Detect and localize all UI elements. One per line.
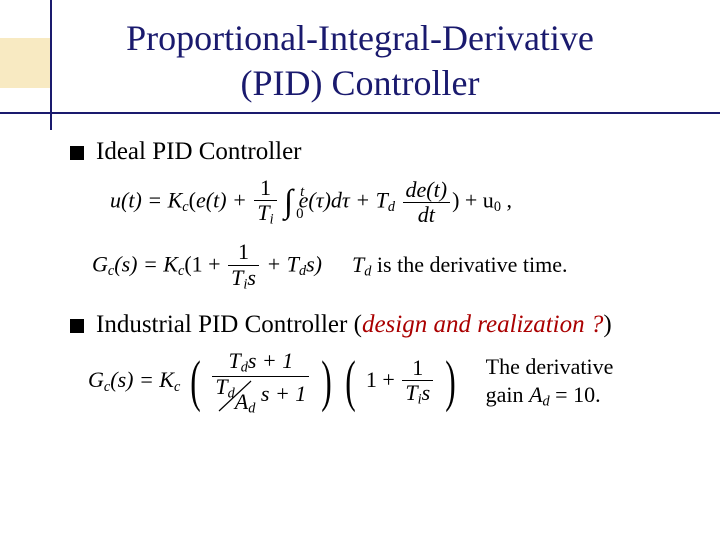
- eq-big-frac: Tds + 1 Td Ad s + 1: [212, 349, 309, 415]
- eq-sub: d: [388, 199, 395, 215]
- eq-part: (: [189, 187, 196, 212]
- eq-part: T: [257, 200, 269, 225]
- note-text: is the derivative time.: [371, 252, 567, 277]
- eq-part: s + 1: [248, 348, 293, 373]
- eq-part: u(t) = K: [110, 187, 182, 212]
- eq-den: Tis: [402, 381, 433, 408]
- content-area: Ideal PID Controller u(t) = Kc(e(t) + 1T…: [70, 138, 680, 415]
- eq-part: ) + u: [452, 187, 494, 212]
- ad-note: The derivative gain Ad = 10.: [486, 353, 614, 411]
- eq-frac: de(t)dt: [403, 178, 451, 227]
- eq-part: + T: [261, 252, 299, 277]
- eq-part: e(t) +: [196, 187, 252, 212]
- equation-gc2-row: Gc(s) = Kc ( Tds + 1 Td Ad s + 1 ) ( 1 +…: [88, 349, 680, 415]
- paren-open-icon: (: [190, 358, 200, 407]
- equation-gc1: Gc(s) = Kc(1 + 1Tis + Tds): [92, 240, 322, 292]
- eq-sub: i: [270, 212, 274, 228]
- equation-gc1-row: Gc(s) = Kc(1 + 1Tis + Tds) Td is the der…: [92, 240, 680, 292]
- note-sub: d: [543, 393, 550, 409]
- eq-num: de(t): [403, 178, 451, 203]
- eq-den: Td Ad s + 1: [212, 377, 309, 415]
- eq-num: Tds + 1: [212, 349, 309, 377]
- td-note: Td is the derivative time.: [352, 252, 568, 281]
- eq-den: dt: [403, 203, 451, 227]
- eq-int-hi: t: [300, 184, 304, 201]
- eq-part: s: [247, 265, 256, 290]
- bullet-1: Ideal PID Controller: [70, 138, 680, 166]
- paren-open-icon: (: [346, 358, 356, 407]
- paren-close-icon: ): [445, 358, 455, 407]
- equation-gc2: Gc(s) = Kc ( Tds + 1 Td Ad s + 1 ) ( 1 +…: [88, 349, 460, 415]
- bullet-2-prefix: Industrial PID Controller (: [96, 311, 362, 338]
- paren-close-icon: ): [321, 358, 331, 407]
- eq-int-lo: 0: [296, 206, 303, 223]
- eq-part: (1 +: [184, 252, 226, 277]
- eq-part: ,: [501, 187, 512, 212]
- eq-part: e(τ)dτ + T: [293, 187, 388, 212]
- eq-frac: 1Tis: [228, 240, 259, 292]
- eq-part: (s) = K: [114, 252, 178, 277]
- bullet-marker-icon: [70, 146, 84, 160]
- eq-part: s): [306, 252, 322, 277]
- eq-num: 1: [402, 356, 433, 381]
- eq-den: Tis: [228, 266, 259, 293]
- bullet-2-italic: design and realization ?: [362, 311, 603, 338]
- eq-sub: 0: [494, 199, 501, 215]
- eq-den: Ti: [254, 201, 276, 228]
- eq-part: T: [231, 265, 243, 290]
- bullet-1-text: Ideal PID Controller: [96, 138, 302, 166]
- eq-part: G: [88, 367, 104, 392]
- note-line-2b: = 10.: [550, 382, 601, 407]
- bullet-2-text: Industrial PID Controller (design and re…: [96, 311, 612, 339]
- title-line-2: (PID) Controller: [241, 63, 480, 103]
- bullet-2: Industrial PID Controller (design and re…: [70, 311, 680, 339]
- eq-part: A: [235, 389, 248, 414]
- note-sym: T: [352, 252, 364, 277]
- diag-frac: Td Ad: [215, 377, 255, 415]
- eq-frac: 1Tis: [402, 356, 433, 408]
- eq-part: 1 +: [366, 367, 400, 392]
- diag-den: Ad: [235, 390, 256, 417]
- eq-sub: d: [248, 401, 255, 417]
- eq-sub: c: [174, 379, 180, 395]
- eq-num: 1: [254, 176, 276, 201]
- note-sym: A: [529, 382, 542, 407]
- slide-title: Proportional-Integral-Derivative (PID) C…: [0, 16, 720, 106]
- bullet-2-suffix: ): [603, 311, 611, 338]
- eq-part: T: [405, 380, 417, 405]
- eq-part: (s) = K: [110, 367, 174, 392]
- equation-ut: u(t) = Kc(e(t) + 1Ti ∫0t e(τ)dτ + Td de(…: [110, 176, 680, 228]
- eq-num: 1: [228, 240, 259, 265]
- eq-part: s + 1: [261, 381, 306, 406]
- note-line-2a: gain: [486, 382, 529, 407]
- eq-part: G: [92, 252, 108, 277]
- integral-icon: ∫0t: [284, 184, 293, 221]
- horizontal-rule: [0, 112, 720, 114]
- eq-frac: 1Ti: [254, 176, 276, 228]
- eq-part: s: [422, 380, 431, 405]
- bullet-marker-icon: [70, 319, 84, 333]
- title-line-1: Proportional-Integral-Derivative: [126, 18, 594, 58]
- eq-part: T: [228, 348, 240, 373]
- note-line-1: The derivative: [486, 354, 614, 379]
- eq-sub: d: [241, 360, 248, 376]
